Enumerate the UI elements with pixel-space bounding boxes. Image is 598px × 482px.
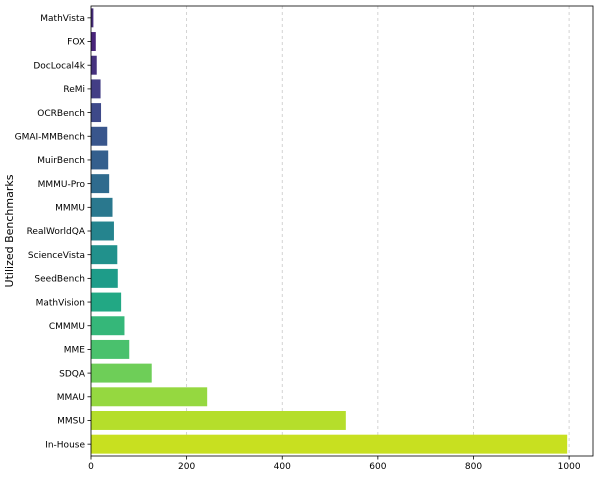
y-tick-label: MuirBench [37,156,85,166]
y-tick-label: MMAU [57,393,85,403]
y-tick-label: SeedBench [34,275,85,285]
y-tick-label: MMMU [55,204,85,214]
y-tick-label: MMMU-Pro [38,180,86,190]
bar-sdqa [91,363,152,383]
bar-mathvision [91,292,122,312]
bar-cmmmu [91,316,125,336]
bar-seedbench [91,268,118,288]
bar-muirbench [91,150,109,170]
bars [91,8,568,454]
y-tick-label: MathVista [40,14,85,24]
y-tick-label: MMSU [57,417,85,427]
x-tick-label: 400 [274,462,291,472]
bar-realworldqa [91,221,114,241]
y-tick-label: In-House [45,440,85,450]
y-tick-label: CMMMU [49,322,85,332]
bar-mmmu [91,197,113,217]
x-tick-label: 200 [178,462,195,472]
bar-ocrbench [91,103,102,123]
x-tick-label: 800 [465,462,482,472]
y-tick-label: FOX [67,38,85,48]
y-tick-label: MME [64,346,86,356]
x-tick-label: 600 [369,462,386,472]
x-tick-label: 1000 [558,462,581,472]
bar-mathvista [91,8,94,28]
bar-sciencevista [91,245,118,265]
bar-mmau [91,387,208,407]
x-tick-label: 0 [88,462,94,472]
y-tick-label: GMAI-MMBench [15,132,85,142]
grid-lines [186,6,570,456]
y-tick-label: RealWorldQA [27,227,86,237]
bar-fox [91,32,96,51]
y-axis-title: Utilized Benchmarks [3,174,16,287]
y-tick-label: MathVision [36,298,85,308]
y-tick-label: OCRBench [37,109,85,119]
bar-in-house [91,434,568,454]
bar-mme [91,339,130,359]
y-tick-label: ReMi [63,85,85,95]
bar-remi [91,79,101,99]
bar-gmai-mmbench [91,126,108,146]
y-tick-label: ScienceVista [28,251,85,261]
y-tick-label: DocLocal4k [33,61,85,71]
bar-mmsu [91,411,346,430]
y-axis-ticks: MathVista FOX DocLocal4k ReMi OCRBench GMAI-M… [15,14,91,450]
y-tick-label: SDQA [59,369,86,379]
bar-mmmu-pro [91,174,110,194]
x-axis-ticks: 0 200 400 600 800 1000 [88,456,581,472]
bar-doclocal4k [91,55,97,75]
